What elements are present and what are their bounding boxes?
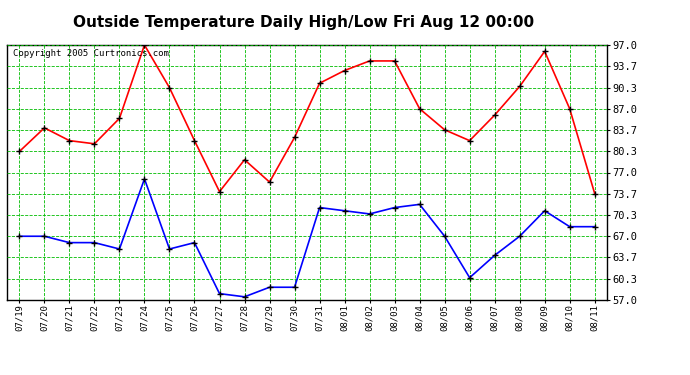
Text: Copyright 2005 Curtronics.com: Copyright 2005 Curtronics.com: [13, 49, 169, 58]
Text: Outside Temperature Daily High/Low Fri Aug 12 00:00: Outside Temperature Daily High/Low Fri A…: [73, 15, 534, 30]
